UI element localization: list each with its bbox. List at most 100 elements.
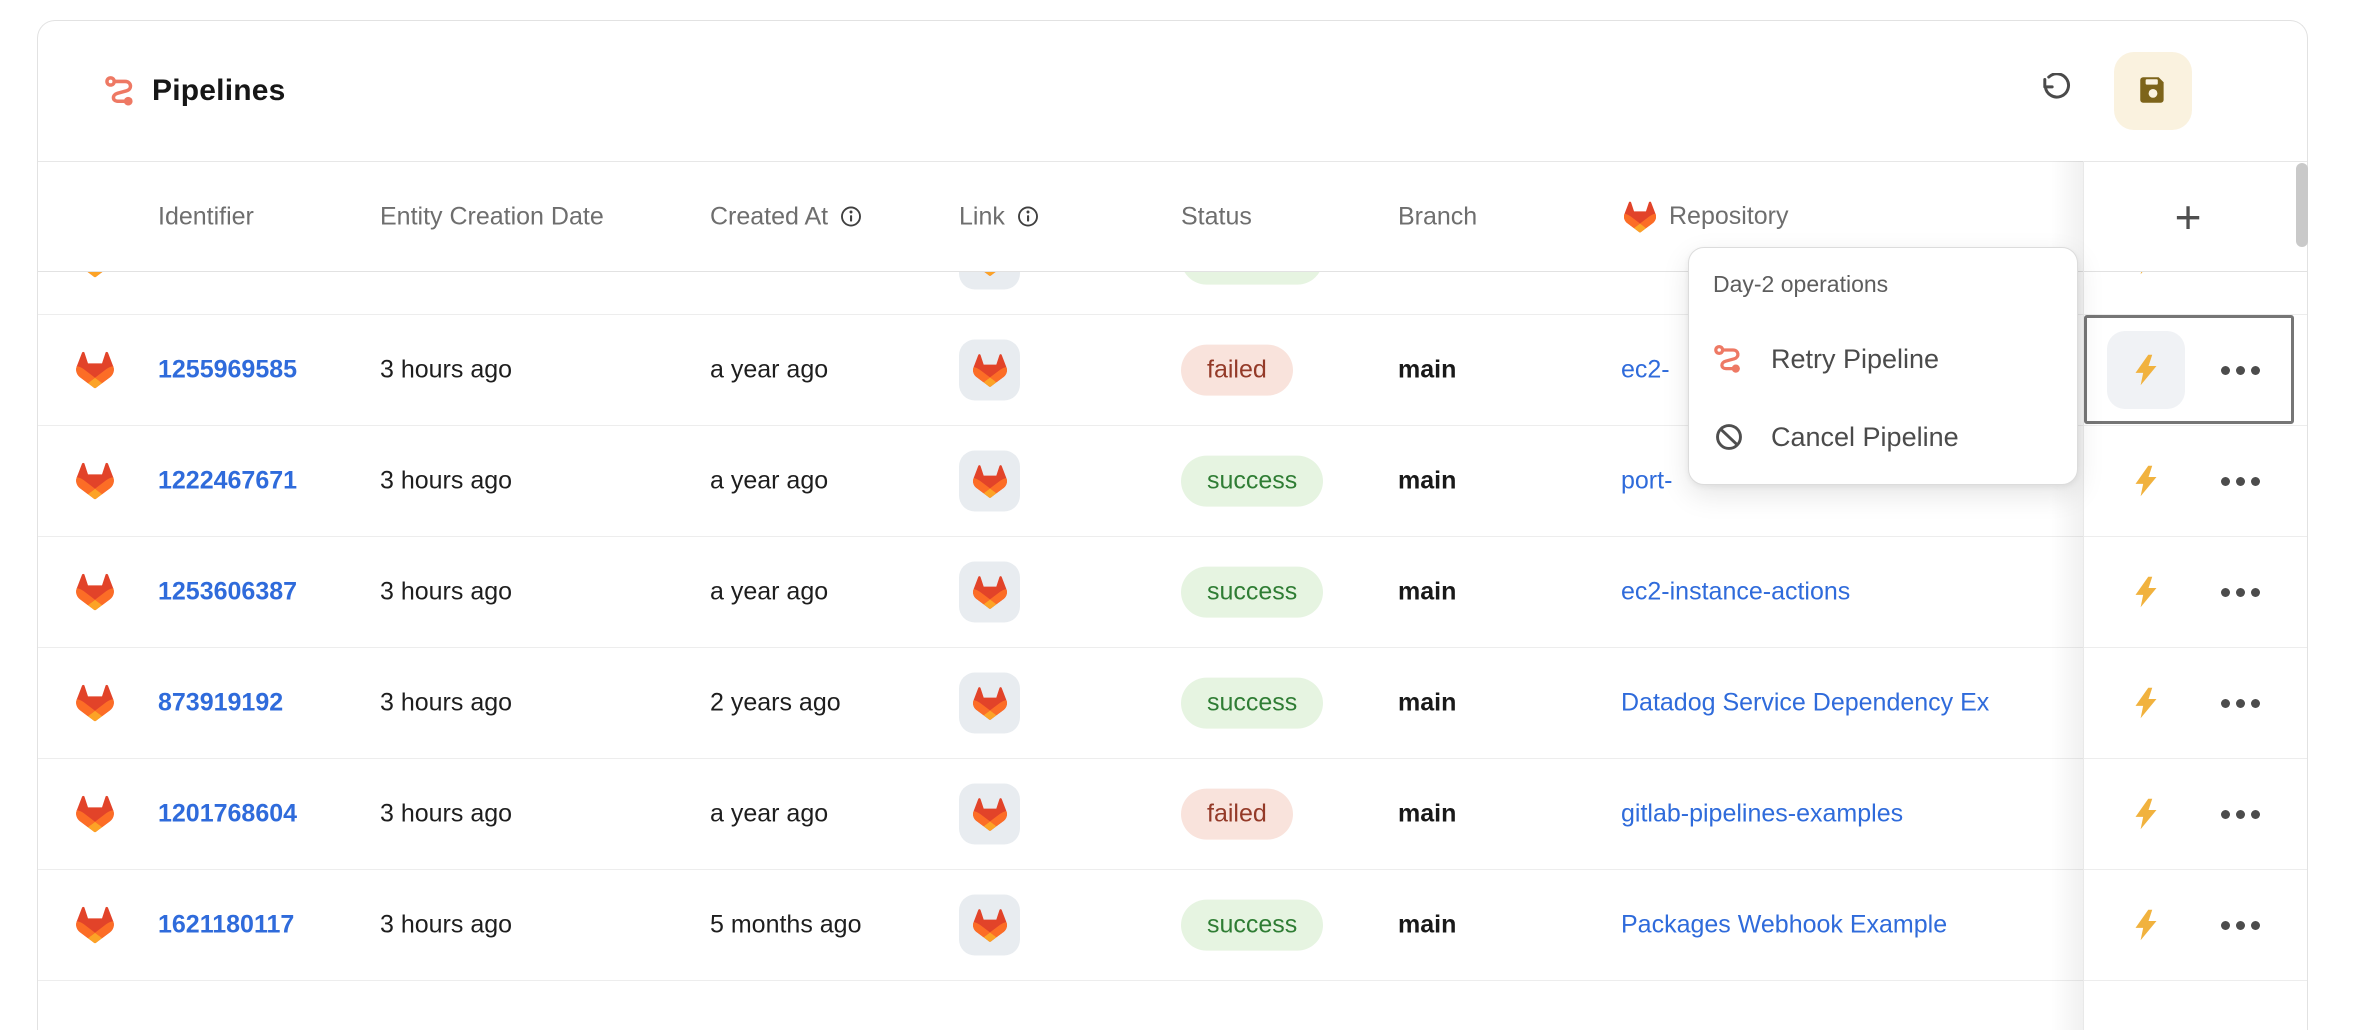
column-header-entity-creation-date[interactable]: Entity Creation Date [380,202,604,231]
more-actions-button[interactable] [2221,476,2260,486]
created-at-cell: 5 months ago [710,910,862,939]
identifier-link[interactable]: 873919192 [158,688,284,717]
link-cell[interactable] [959,450,1020,512]
gitlab-icon [972,574,1008,610]
row-actions [2083,648,2309,758]
more-actions-button[interactable] [2221,587,2260,597]
add-column-button[interactable]: + [2165,190,2212,244]
repository-link[interactable]: Datadog Service Dependency Ex [1621,688,1990,717]
table-row: 1201768604 3 hours ago a year ago failed mai… [38,758,2307,869]
gitlab-icon [972,796,1008,832]
table-row: 1621180117 3 hours ago 5 months ago success… [38,869,2307,980]
run-action-button[interactable] [2107,664,2185,742]
status-badge: success [1181,272,1324,285]
table-row: 873919192 3 hours ago 2 years ago success ma… [38,647,2307,758]
row-actions [2083,426,2309,536]
identifier-link[interactable]: 1255969585 [158,355,298,384]
link-cell[interactable] [959,672,1020,734]
repository-link[interactable]: port- [1621,466,1673,495]
column-header-created-at[interactable]: Created At [710,202,862,231]
pipeline-icon [104,74,138,108]
link-cell[interactable] [959,339,1020,401]
identifier-link[interactable]: 1621180117 [158,910,295,939]
status-cell: failed [1181,788,1293,840]
status-cell: success [1181,677,1324,729]
gitlab-icon [75,461,115,501]
gitlab-icon [972,272,1008,277]
gitlab-icon [972,685,1008,721]
column-header-status[interactable]: Status [1181,202,1252,231]
status-badge: success [1181,566,1324,618]
column-header-branch[interactable]: Branch [1398,202,1477,231]
gitlab-icon [75,683,115,723]
gitlab-icon [75,794,115,834]
created-at-cell: a year ago [710,272,828,274]
gitlab-icon [75,350,115,390]
pipelines-card: Pipelines + Identifier Entity Creation Da… [37,20,2308,1030]
entity-creation-date-cell: 3 hours ago [380,355,513,384]
card-header: Pipelines [38,21,2307,161]
vertical-scrollbar[interactable] [2296,163,2308,247]
status-cell: success [1181,899,1324,951]
gitlab-icon [972,463,1008,499]
more-actions-button[interactable] [2221,809,2260,819]
link-cell[interactable] [959,561,1020,623]
column-header-link[interactable]: Link [959,202,1039,231]
lightning-icon [2129,908,2163,942]
run-action-button[interactable] [2107,553,2185,631]
repository-link[interactable]: gitlab-pipelines-examples [1621,799,1904,828]
ban-icon [1713,421,1745,453]
status-cell: success [1181,455,1324,507]
undo-button[interactable] [2038,71,2072,110]
gitlab-icon [75,272,115,279]
status-cell: success [1181,566,1324,618]
entity-creation-date-cell: 3 hours ago [380,577,513,606]
info-icon [840,206,862,228]
identifier-link[interactable]: 1253606387 [158,577,298,606]
more-actions-button[interactable] [2221,920,2260,930]
more-actions-button[interactable] [2221,698,2260,708]
created-at-cell: a year ago [710,577,829,606]
gitlab-icon [75,905,115,945]
day2-operations-menu: Day-2 operations Retry Pipeline Cancel Pip… [1688,247,2078,485]
menu-item-retry-pipeline[interactable]: Retry Pipeline [1713,324,2077,394]
repository-link[interactable]: ec2- [1621,355,1670,384]
menu-item-cancel-pipeline[interactable]: Cancel Pipeline [1713,402,2077,472]
more-actions-button[interactable] [2221,365,2260,375]
status-badge: success [1181,677,1324,729]
menu-item-label: Cancel Pipeline [1771,421,1959,452]
identifier-link[interactable]: 1201768604 [158,799,298,828]
column-header-repository[interactable]: Repository [1623,200,1789,234]
created-at-cell: a year ago [710,799,829,828]
link-cell[interactable] [959,894,1020,956]
row-actions [2083,272,2307,314]
run-action-button[interactable] [2107,272,2185,298]
gitlab-icon [972,907,1008,943]
save-button[interactable] [2114,52,2192,130]
link-cell[interactable] [959,783,1020,845]
identifier-link[interactable]: 1222467671 [158,466,298,495]
run-action-button[interactable] [2107,331,2185,409]
entity-creation-date-cell: 3 hours ago [380,799,513,828]
save-icon [2136,73,2170,110]
status-badge: failed [1181,344,1293,396]
run-action-button[interactable] [2107,442,2185,520]
column-header-identifier[interactable]: Identifier [158,202,254,231]
lightning-icon [2129,686,2163,720]
row-actions [2083,759,2309,869]
entity-creation-date-cell: 3 hours ago [380,910,513,939]
page-title: Pipelines [152,74,286,107]
run-action-button[interactable] [2107,775,2185,853]
repository-link[interactable]: Packages Webhook Example [1621,910,1948,939]
status-badge: success [1181,455,1324,507]
branch-cell: main [1398,688,1457,717]
branch-cell: main [1398,799,1457,828]
column-label: Branch [1398,202,1478,230]
link-cell[interactable] [959,272,1020,290]
column-label: Link [959,202,1005,230]
gitlab-icon [1623,200,1657,234]
run-action-button[interactable] [2107,886,2185,964]
created-at-cell: a year ago [710,466,829,495]
status-badge: failed [1181,788,1293,840]
repository-link[interactable]: ec2-instance-actions [1621,577,1851,606]
